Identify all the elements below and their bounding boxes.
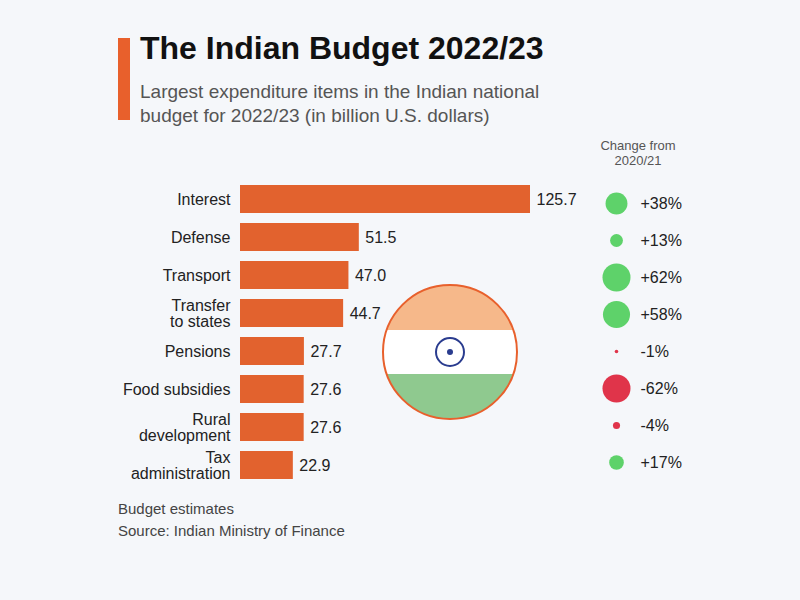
svg-text:Food subsidies: Food subsidies [123, 381, 231, 398]
svg-text:-62%: -62% [641, 380, 678, 397]
svg-text:47.0: 47.0 [355, 267, 386, 284]
svg-text:+38%: +38% [641, 195, 682, 212]
svg-text:Defense: Defense [171, 229, 231, 246]
html-text:Source: Indian Ministry of Fin: Source: Indian Ministry of Finance [118, 522, 345, 539]
svg-text:Pensions: Pensions [165, 343, 231, 360]
svg-text:27.6: 27.6 [310, 419, 341, 436]
svg-text:Transferto states: Transferto states [170, 297, 231, 330]
html-text:The Indian Budget 2022/23: The Indian Budget 2022/23 [140, 30, 544, 66]
svg-text:+62%: +62% [641, 269, 682, 286]
svg-text:27.6: 27.6 [310, 381, 341, 398]
html-text:Budget estimates: Budget estimates [118, 500, 234, 517]
svg-text:+13%: +13% [641, 232, 682, 249]
svg-text:Interest: Interest [177, 191, 231, 208]
svg-text:-1%: -1% [641, 343, 669, 360]
html-text:Change from 2020/21: Change from 2020/21 [600, 138, 676, 168]
svg-text:22.9: 22.9 [299, 457, 330, 474]
svg-text:51.5: 51.5 [365, 229, 396, 246]
svg-text:44.7: 44.7 [350, 305, 381, 322]
svg-text:+17%: +17% [641, 454, 682, 471]
html-text:Largest expenditure items in t: Largest expenditure items in the Indian … [140, 81, 540, 126]
svg-text:Taxadministration: Taxadministration [131, 449, 231, 482]
svg-text:-4%: -4% [641, 417, 669, 434]
svg-text:27.7: 27.7 [310, 343, 341, 360]
svg-text:Transport: Transport [163, 267, 231, 284]
svg-text:Ruraldevelopment: Ruraldevelopment [139, 411, 231, 444]
svg-text:125.7: 125.7 [537, 191, 577, 208]
svg-text:+58%: +58% [641, 306, 682, 323]
